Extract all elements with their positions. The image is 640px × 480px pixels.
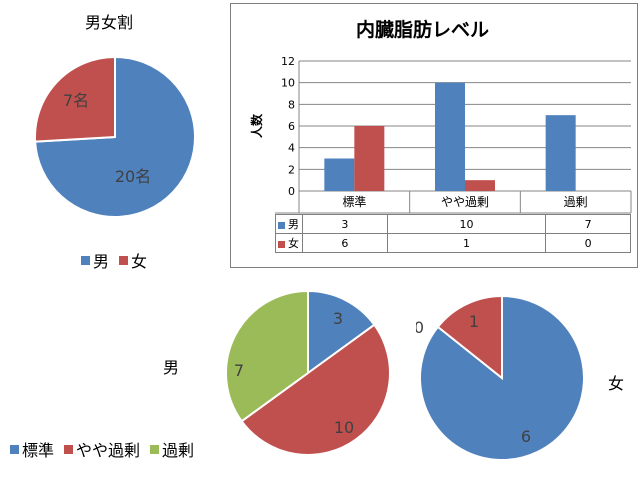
- bar-male: [324, 158, 355, 191]
- table-swatch-female: [278, 240, 285, 248]
- table-swatch-male: [278, 221, 285, 229]
- table-cell: 10: [386, 214, 547, 234]
- x-category-label: 標準: [342, 194, 366, 209]
- pie-slice-excess: [225, 289, 309, 423]
- table-row-female: 女 6 1 0: [275, 233, 631, 253]
- visceral-fat-chart-title: 内臓脂肪レベル: [356, 19, 490, 41]
- pie-data-label: 20名: [115, 167, 151, 186]
- female-pie-title: 女: [608, 374, 625, 393]
- male-pie-title: 男: [163, 358, 180, 377]
- table-row-header-female: 女: [275, 233, 303, 253]
- legend-item-standard: 標準: [10, 437, 54, 461]
- table-row-male: 男 3 10 7: [275, 214, 631, 234]
- y-tick-label: 6: [288, 120, 295, 133]
- legend-item-female: 女: [119, 248, 147, 272]
- x-category-label: やや過剰: [441, 195, 489, 209]
- gender-pie-legend: 男 女: [81, 248, 153, 272]
- bar-female: [354, 126, 385, 191]
- x-category-label: 過剰: [564, 195, 588, 209]
- bar-male: [545, 115, 576, 191]
- legend-swatch-standard: [10, 444, 19, 454]
- y-tick-label: 12: [281, 55, 295, 68]
- male-pie-chart: 3 10 7: [225, 289, 391, 456]
- gender-pie-chart: 20名 7名: [34, 55, 196, 218]
- table-cell: 3: [302, 214, 388, 234]
- table-row-header-male: 男: [275, 214, 303, 234]
- legend-item-male: 男: [81, 248, 109, 272]
- legend-swatch-female: [119, 255, 129, 265]
- bar-female: [465, 180, 495, 191]
- pie-slice-female: [34, 55, 116, 143]
- legend-label-standard: 標準: [22, 441, 55, 460]
- table-cell: 7: [545, 214, 631, 234]
- gender-pie-title: 男女割: [85, 13, 134, 32]
- visceral-fat-chart-frame: 内臓脂肪レベル 0 2 4 6 8 10 12 人数 標準 やや過剰 過剰 男 3 10 7 女 6…: [230, 3, 638, 268]
- legend-item-somewhat-excess: やや過剰: [64, 437, 140, 461]
- bar-male: [435, 82, 465, 191]
- legend-label-excess: 過剰: [162, 441, 195, 460]
- female-pie-chart: 6 1 0: [416, 294, 585, 461]
- pie-data-label: 6: [521, 427, 531, 446]
- legend-swatch-male: [81, 255, 90, 265]
- table-series-label: 男: [288, 218, 299, 231]
- y-tick-label: 4: [288, 142, 295, 155]
- pie-data-label: 3: [333, 309, 343, 328]
- y-tick-label: 0: [288, 185, 295, 198]
- pie-slice-standard: [307, 289, 376, 375]
- pie-slice-somewhat-excess: [240, 323, 391, 456]
- pie-data-label: 0: [416, 318, 424, 337]
- table-series-label: 女: [288, 237, 299, 250]
- category-legend: 標準 やや過剰 過剰: [10, 437, 200, 461]
- legend-label-somewhat-excess: やや過剰: [76, 441, 141, 460]
- legend-label-female: 女: [131, 252, 148, 271]
- visceral-fat-data-table: 男 3 10 7 女 6 1 0: [275, 214, 631, 253]
- pie-data-label: 7: [234, 361, 244, 380]
- legend-swatch-excess: [150, 444, 160, 454]
- legend-label-male: 男: [93, 252, 110, 271]
- y-tick-label: 8: [288, 98, 295, 111]
- table-cell: 6: [302, 233, 388, 253]
- legend-swatch-somewhat-excess: [64, 444, 74, 454]
- pie-slice-somewhat-excess: [436, 294, 503, 381]
- pie-data-label: 10: [334, 418, 354, 437]
- y-tick-label: 10: [281, 77, 295, 90]
- y-tick-label: 2: [288, 163, 295, 176]
- pie-data-label: 7名: [63, 91, 89, 110]
- y-axis-label: 人数: [249, 113, 264, 138]
- table-cell: 0: [545, 233, 631, 253]
- pie-data-label: 1: [469, 312, 479, 331]
- table-cell: 1: [386, 233, 547, 253]
- legend-item-excess: 過剰: [150, 437, 194, 461]
